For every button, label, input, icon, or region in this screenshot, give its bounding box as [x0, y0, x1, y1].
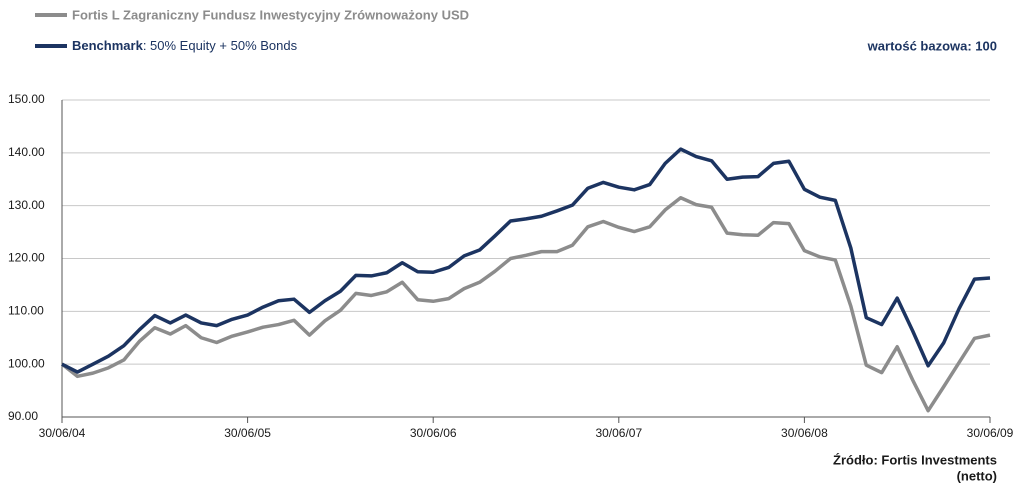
y-tick-label: 130.00 [8, 198, 45, 212]
legend-swatch [35, 44, 67, 48]
annotation: wartość bazowa: 100 [867, 38, 997, 53]
x-tick-label: 30/06/06 [410, 426, 457, 440]
x-tick-label: 30/06/09 [967, 426, 1014, 440]
x-tick-label: 30/06/05 [224, 426, 271, 440]
y-tick-label: 110.00 [8, 304, 44, 318]
y-tick-label: 100.00 [8, 356, 45, 370]
x-tick-label: 30/06/04 [39, 426, 86, 440]
series-line [60, 195, 991, 413]
source-note: (netto) [957, 468, 997, 483]
x-tick-label: 30/06/07 [595, 426, 642, 440]
legend-label-name: Benchmark [72, 38, 144, 53]
legend-swatch [35, 13, 67, 17]
x-tick-label: 30/06/08 [781, 426, 828, 440]
legend-note: : 50% Equity + 50% Bonds [143, 38, 298, 53]
legend-label: Fortis L Zagraniczny Fundusz Inwestycyjn… [72, 7, 469, 22]
y-tick-label: 120.00 [8, 251, 45, 265]
series-line [61, 147, 991, 374]
legend-label: Benchmark: 50% Equity + 50% Bonds [72, 38, 298, 53]
y-tick-label: 90.00 [8, 409, 38, 423]
y-tick-label: 140.00 [8, 145, 45, 159]
source: Źródło: Fortis Investments [833, 452, 997, 467]
y-tick-label: 150.00 [8, 92, 45, 106]
